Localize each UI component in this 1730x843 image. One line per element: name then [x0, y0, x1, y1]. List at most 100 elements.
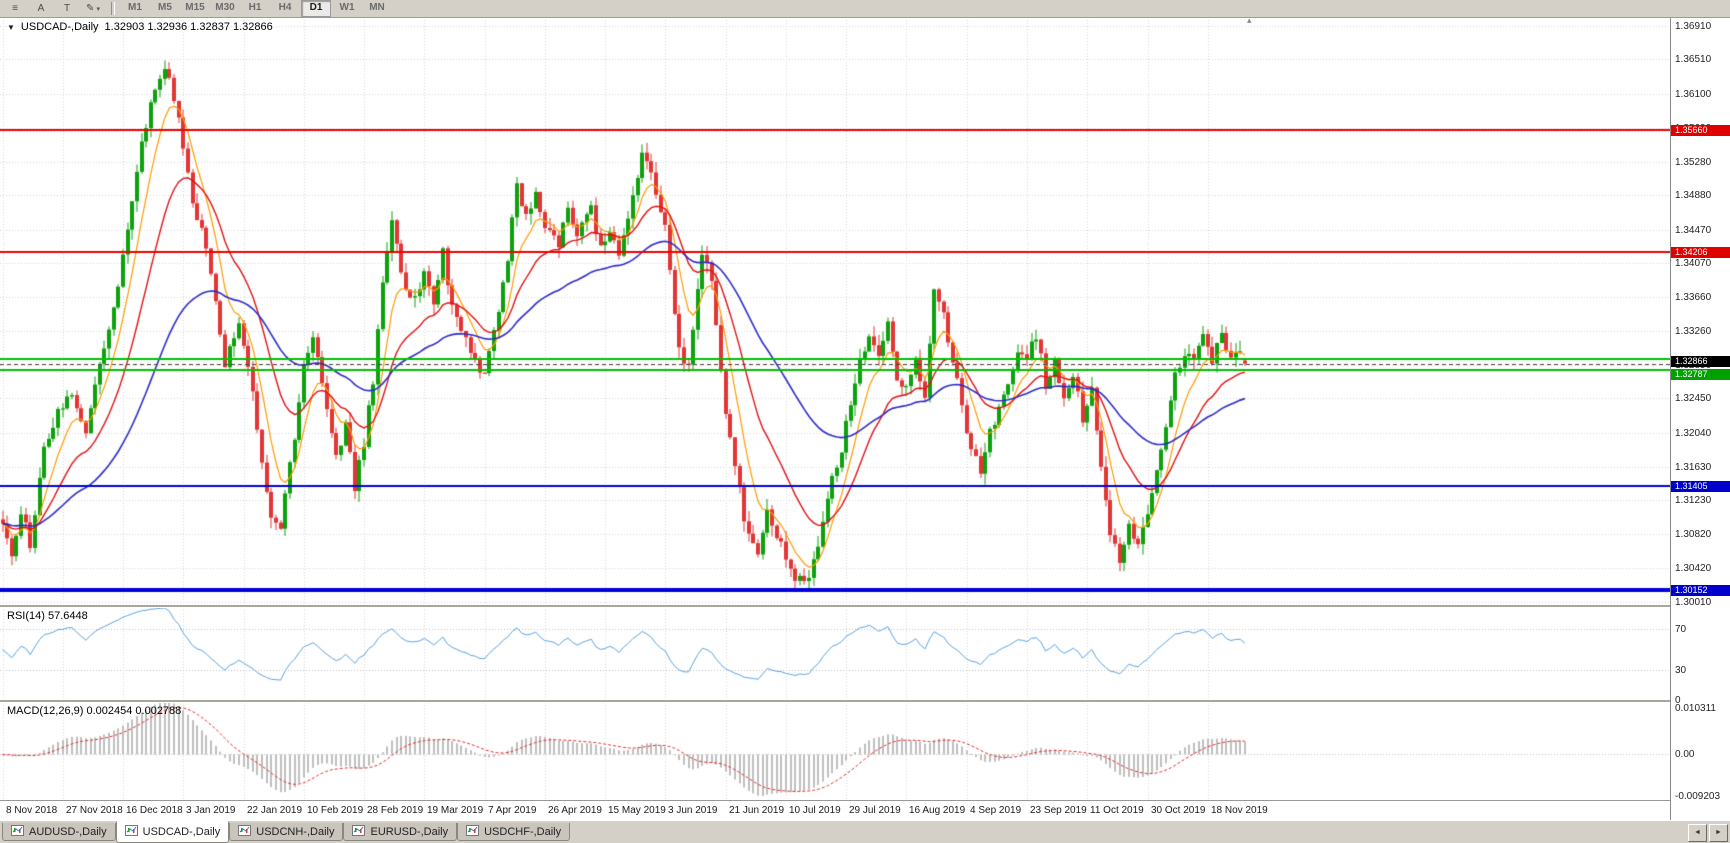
- draw-tool-dropdown[interactable]: ✎ ▾: [81, 1, 105, 16]
- cursor-tool-button[interactable]: A: [37, 3, 45, 14]
- date-label: 18 Nov 2019: [1211, 805, 1268, 816]
- macd-scale-label: 0.010311: [1675, 703, 1716, 714]
- price-tick-label: 1.35280: [1675, 157, 1712, 169]
- macd-label: MACD(12,26,9) 0.002454 0.002788: [7, 705, 182, 717]
- chart-tab-eurusd[interactable]: EURUSD-,Daily: [343, 823, 458, 841]
- price-chart-canvas[interactable]: [0, 17, 1670, 605]
- date-label: 29 Jul 2019: [849, 805, 901, 816]
- chart-tab-label: USDCHF-,Daily: [484, 825, 562, 838]
- price-scale[interactable]: 1.369101.365101.361001.356901.352801.348…: [1670, 17, 1730, 820]
- date-label: 4 Sep 2019: [970, 805, 1022, 816]
- date-label: 16 Dec 2018: [126, 805, 183, 816]
- price-level-badge: 1.35660: [1671, 125, 1730, 137]
- tab-scroll-buttons: ◄ ►: [1688, 824, 1728, 842]
- timeframe-button-m15[interactable]: M15: [185, 2, 205, 13]
- price-tick-label: 1.31630: [1675, 461, 1712, 473]
- collapse-triangle-icon[interactable]: ▼: [7, 22, 15, 32]
- macd-scale-label: -0.009203: [1675, 791, 1721, 802]
- date-label: 30 Oct 2019: [1151, 805, 1206, 816]
- timeframe-button-d1[interactable]: D1: [301, 0, 331, 17]
- rsi-label: RSI(14) 57.6448: [7, 610, 88, 622]
- chart-title: ▼ USDCAD-,Daily 1.32903 1.32936 1.32837 …: [7, 21, 273, 33]
- chart-tab-icon: [11, 824, 24, 839]
- chart-window: ▼ USDCAD-,Daily 1.32903 1.32936 1.32837 …: [0, 15, 1730, 821]
- date-label: 3 Jan 2019: [186, 805, 236, 816]
- tabs-scroll-right-button[interactable]: ►: [1709, 824, 1728, 842]
- date-label: 22 Jan 2019: [247, 805, 303, 816]
- price-tick-label: 1.31230: [1675, 495, 1712, 507]
- chart-tab-usdchf[interactable]: USDCHF-,Daily: [457, 823, 571, 841]
- pencil-icon: ✎: [86, 3, 95, 14]
- timeframe-button-m30[interactable]: M30: [215, 2, 235, 13]
- chart-tab-icon: [466, 824, 480, 839]
- timeframe-button-h4[interactable]: H4: [278, 2, 292, 13]
- price-tick-label: 1.32040: [1675, 427, 1712, 439]
- date-label: 7 Apr 2019: [488, 805, 537, 816]
- text-tool-button[interactable]: T: [63, 3, 71, 14]
- price-tick-label: 1.30820: [1675, 529, 1712, 541]
- price-level-badge: 1.32787: [1671, 369, 1730, 381]
- toolbar-separator: [111, 2, 115, 15]
- date-label: 10 Jul 2019: [789, 805, 841, 816]
- chevron-down-icon: ▾: [96, 6, 100, 13]
- panel-resize-handle-rsi[interactable]: [0, 605, 1730, 607]
- price-tick-label: 1.36910: [1675, 21, 1712, 32]
- price-tick-label: 1.30420: [1675, 562, 1712, 574]
- chart-tab-icon: [238, 824, 252, 839]
- rsi-canvas[interactable]: [0, 607, 1670, 700]
- timeframe-button-m5[interactable]: M5: [158, 2, 172, 13]
- chart-tab-audusd[interactable]: AUDUSD-,Daily: [2, 823, 116, 841]
- price-tick-label: 1.33260: [1675, 325, 1712, 337]
- date-label: 28 Feb 2019: [367, 805, 424, 816]
- timeframe-button-w1[interactable]: W1: [339, 2, 355, 13]
- timeframe-button-h1[interactable]: H1: [248, 2, 262, 13]
- rsi-scale-label: 70: [1675, 624, 1687, 636]
- price-tick-label: 1.34470: [1675, 224, 1712, 236]
- timeframe-button-m1[interactable]: M1: [128, 2, 142, 13]
- panel-resize-handle-macd[interactable]: [0, 700, 1730, 702]
- timeframe-buttons: M1 M5 M15 M30 H1 H4 D1 W1 MN: [121, 0, 391, 17]
- chart-tab-label: AUDUSD-,Daily: [29, 825, 107, 838]
- macd-canvas[interactable]: [0, 702, 1670, 800]
- menu-icon[interactable]: ≡: [12, 3, 18, 14]
- macd-scale-label: 0.00: [1675, 749, 1695, 761]
- price-tick-label: 1.33660: [1675, 292, 1712, 304]
- timeframe-button-mn[interactable]: MN: [369, 2, 385, 13]
- date-label: 27 Nov 2018: [66, 805, 123, 816]
- price-level-badge: 1.30152: [1671, 585, 1730, 597]
- date-label: 11 Oct 2019: [1090, 805, 1144, 816]
- chart-tab-usdcnh[interactable]: USDCNH-,Daily: [229, 823, 344, 841]
- date-label: 26 Apr 2019: [548, 805, 602, 816]
- chart-tab-usdcad[interactable]: USDCAD-,Daily: [115, 821, 230, 843]
- chart-shift-marker[interactable]: ▴: [1247, 15, 1252, 25]
- date-label: 19 Mar 2019: [427, 805, 484, 816]
- chart-tab-label: USDCNH-,Daily: [256, 825, 335, 838]
- chart-tab-label: EURUSD-,Daily: [370, 825, 449, 838]
- price-tick-label: 1.34070: [1675, 258, 1712, 270]
- price-tick-label: 1.36510: [1675, 54, 1712, 66]
- date-label: 23 Sep 2019: [1030, 805, 1087, 816]
- toolbar: ≡ A T ✎ ▾ M1 M5 M15 M30 H1 H4 D1 W1 MN: [0, 0, 1730, 18]
- price-tick-label: 1.34880: [1675, 190, 1712, 202]
- date-label: 10 Feb 2019: [307, 805, 364, 816]
- price-level-badge: 1.34206: [1671, 246, 1730, 258]
- chart-ohlc-label: 1.32903 1.32936 1.32837 1.32866: [104, 21, 273, 33]
- time-axis[interactable]: 8 Nov 2018 27 Nov 2018 16 Dec 2018 3 Jan 20…: [0, 800, 1670, 821]
- chart-symbol-label: USDCAD-,Daily: [20, 21, 99, 33]
- price-tick-label: 1.36100: [1675, 88, 1712, 100]
- date-label: 15 May 2019: [608, 805, 666, 816]
- date-label: 3 Jun 2019: [668, 805, 718, 816]
- tabs-scroll-left-button[interactable]: ◄: [1688, 824, 1707, 842]
- price-tick-label: 1.30010: [1675, 597, 1712, 608]
- chart-tab-label: USDCAD-,Daily: [142, 826, 221, 838]
- rsi-scale-label: 0: [1675, 695, 1681, 706]
- date-label: 8 Nov 2018: [6, 805, 58, 816]
- date-label: 16 Aug 2019: [909, 805, 966, 816]
- chart-tabs: AUDUSD-,Daily USDCAD-,Daily USDCNH-,Daily E…: [0, 821, 1730, 843]
- rsi-scale-label: 30: [1675, 664, 1687, 676]
- chart-tab-icon: [352, 824, 366, 839]
- chart-tab-icon: [124, 825, 138, 839]
- date-label: 21 Jun 2019: [729, 805, 785, 816]
- price-level-badge: 1.32866: [1671, 355, 1730, 367]
